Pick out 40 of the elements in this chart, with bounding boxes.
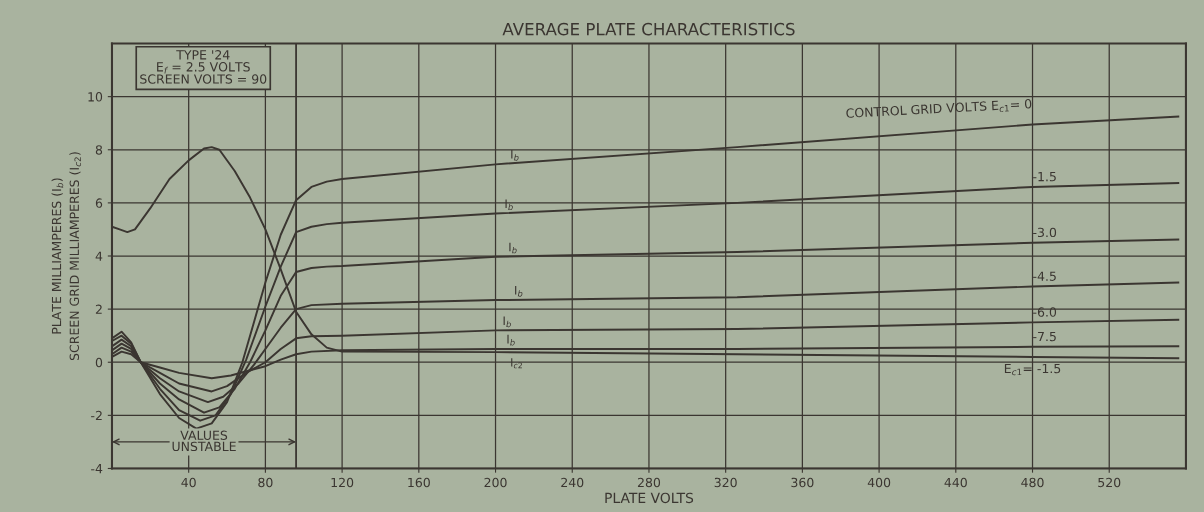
y-tick-label: 6 [95,198,103,208]
x-tick-label: 40 [181,477,196,488]
annotation: I$_{c2}$ [511,358,522,369]
annotation: I$_{b}$ [503,316,511,328]
y-tick-label: 4 [95,251,103,261]
y-tick-label: -4 [91,464,103,474]
series-label: CONTROL GRID VOLTS E$_{c1}$= 0 [846,98,1032,120]
y-tick-label: 10 [88,92,103,102]
y-tick-label: -2 [91,410,102,421]
x-tick-label: 320 [714,477,737,488]
series-label: E$_{c1}$= -1.5 [1004,363,1061,376]
series-label: -7.5 [1033,331,1056,342]
x-tick-label: 280 [637,477,661,488]
x-tick-label: 360 [791,477,814,488]
x-tick-label: 440 [944,477,967,488]
y-tick-label: 0 [95,357,103,368]
y-axis-title: PLATE MILLIAMPERES (I$_{b}$) SCREEN GRID MILLIAMPERES (I$_{c2}$) [51,152,82,361]
x-tick-label: 480 [1021,477,1044,488]
annotation: I$_{b}$ [507,334,515,346]
y-tick-label: 2 [95,304,102,314]
x-tick-label: 520 [1098,477,1121,488]
annotation: VALUES UNSTABLE [172,430,236,452]
annotation: I$_{b}$ [511,149,519,161]
series-label: -6.0 [1033,307,1057,317]
annotation: TYPE '24 E$_{f}$ = 2.5 VOLTS SCREEN VOLTS = 90 [140,50,267,84]
x-tick-label: 120 [331,477,354,488]
x-tick-label: 240 [561,477,584,488]
annotation: I$_{b}$ [515,285,523,297]
series-label: -1.5 [1033,172,1056,182]
x-axis-title: PLATE VOLTS [605,492,694,504]
y-tick-label: 8 [95,145,103,155]
x-tick-label: 200 [484,477,507,488]
series-label: -4.5 [1033,271,1056,281]
annotation: I$_{b}$ [509,242,517,254]
x-tick-label: 80 [258,477,273,488]
annotation: I$_{b}$ [505,199,513,211]
series-label: -3.0 [1033,227,1057,238]
x-tick-label: 160 [408,477,430,488]
x-tick-label: 400 [867,477,891,488]
chart-title: AVERAGE PLATE CHARACTERISTICS [502,22,795,36]
